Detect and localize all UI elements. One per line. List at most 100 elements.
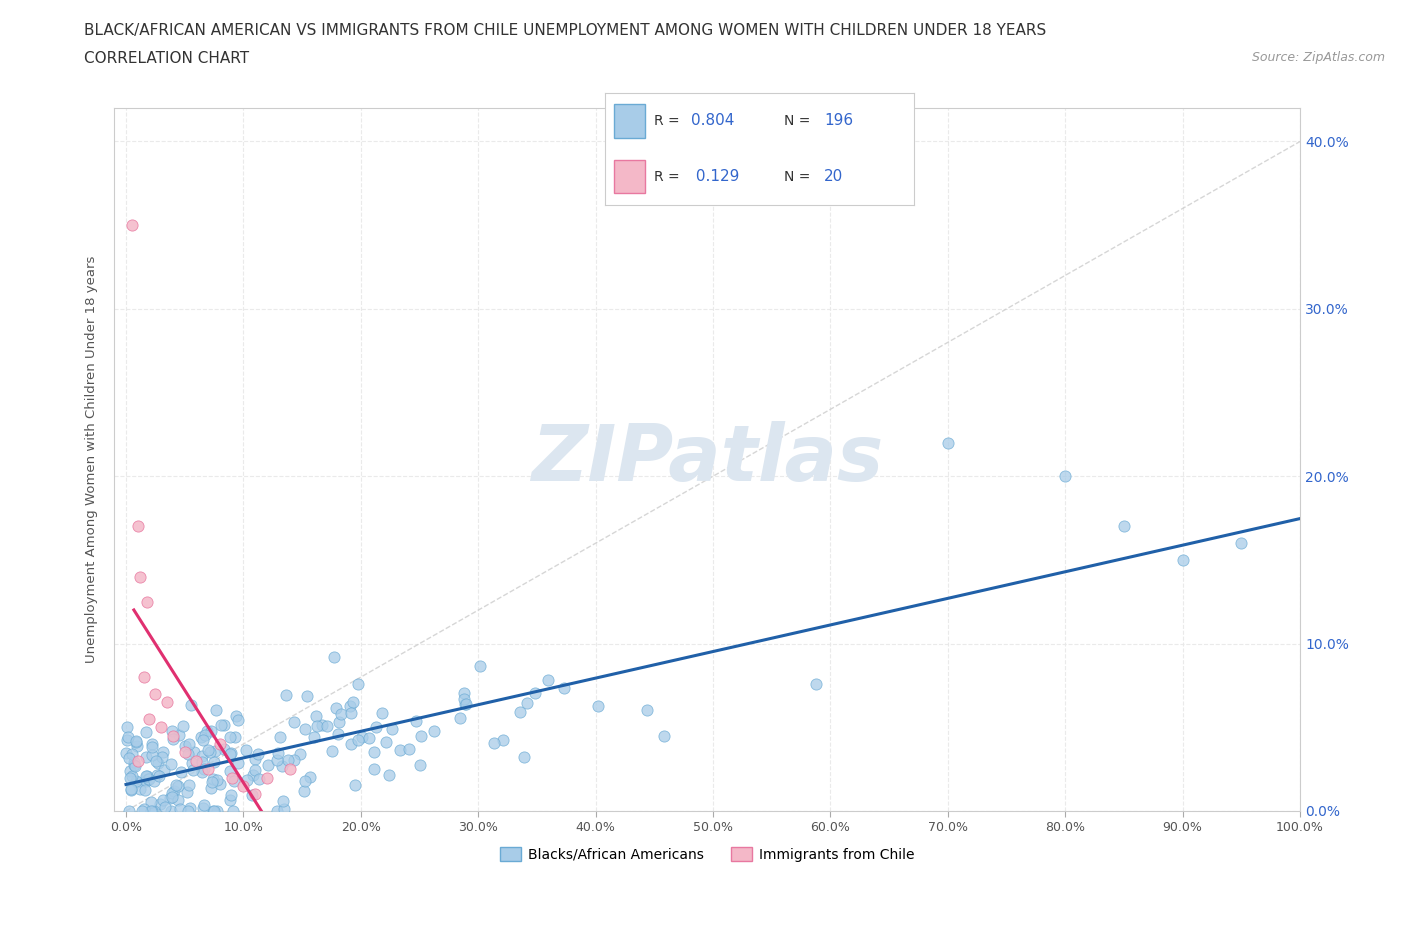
Blacks/African Americans: [294, 722, 316, 737]
Blacks/African Americans: [311, 718, 333, 733]
Blacks/African Americans: [201, 775, 224, 790]
Blacks/African Americans: [198, 744, 221, 759]
Blacks/African Americans: [170, 764, 193, 779]
Blacks/African Americans: [135, 769, 157, 784]
Blacks/African Americans: [202, 804, 225, 818]
Blacks/African Americans: [344, 777, 367, 792]
Blacks/African Americans: [339, 698, 361, 713]
Blacks/African Americans: [283, 714, 305, 729]
Blacks/African Americans: [405, 713, 427, 728]
Blacks/African Americans: [160, 804, 183, 818]
Immigrants from Chile: [145, 686, 167, 701]
Blacks/African Americans: [201, 804, 224, 818]
Blacks/African Americans: [366, 720, 388, 735]
Blacks/African Americans: [246, 747, 269, 762]
Blacks/African Americans: [190, 749, 212, 764]
Blacks/African Americans: [339, 706, 361, 721]
Blacks/African Americans: [352, 729, 374, 744]
Blacks/African Americans: [152, 763, 174, 777]
Blacks/African Americans: [305, 709, 328, 724]
Blacks/African Americans: [167, 793, 190, 808]
Blacks/African Americans: [586, 698, 609, 713]
Immigrants from Chile: [127, 519, 149, 534]
Text: CORRELATION CHART: CORRELATION CHART: [84, 51, 249, 66]
Blacks/African Americans: [134, 782, 156, 797]
Blacks/African Americans: [121, 747, 143, 762]
Blacks/African Americans: [193, 801, 215, 816]
Blacks/African Americans: [276, 688, 298, 703]
Blacks/African Americans: [328, 714, 350, 729]
Blacks/African Americans: [143, 774, 166, 789]
Blacks/African Americans: [409, 728, 432, 743]
Blacks/African Americans: [141, 739, 163, 754]
Blacks/African Americans: [122, 754, 145, 769]
Blacks/African Americans: [325, 700, 347, 715]
Blacks/African Americans: [245, 751, 267, 766]
Blacks/African Americans: [181, 762, 204, 777]
Blacks/African Americans: [273, 802, 295, 817]
Blacks/African Americans: [516, 695, 538, 710]
Blacks/African Americans: [266, 804, 288, 818]
Blacks/African Americans: [218, 746, 240, 761]
Blacks/African Americans: [298, 770, 321, 785]
Text: 0.804: 0.804: [692, 113, 734, 128]
Blacks/African Americans: [141, 804, 163, 818]
Blacks/African Americans: [388, 742, 411, 757]
Blacks/African Americans: [242, 767, 264, 782]
Blacks/African Americans: [374, 734, 396, 749]
Blacks/African Americans: [381, 721, 404, 736]
Immigrants from Chile: [197, 762, 219, 777]
Blacks/African Americans: [195, 724, 218, 738]
Blacks/African Americans: [159, 756, 181, 771]
Blacks/African Americans: [453, 685, 475, 700]
Blacks/African Americans: [936, 435, 959, 450]
Blacks/African Americans: [302, 729, 325, 744]
Blacks/African Americans: [271, 793, 294, 808]
Blacks/African Americans: [219, 729, 242, 744]
Blacks/African Americans: [235, 772, 257, 787]
Blacks/African Americans: [339, 737, 361, 751]
Blacks/African Americans: [150, 750, 173, 764]
Text: BLACK/AFRICAN AMERICAN VS IMMIGRANTS FROM CHILE UNEMPLOYMENT AMONG WOMEN WITH CH: BLACK/AFRICAN AMERICAN VS IMMIGRANTS FRO…: [84, 23, 1046, 38]
Text: R =: R =: [654, 169, 679, 184]
Blacks/African Americans: [122, 757, 145, 772]
Blacks/African Americans: [128, 781, 150, 796]
Blacks/African Americans: [162, 732, 184, 747]
Blacks/African Americans: [209, 718, 232, 733]
Blacks/African Americans: [453, 692, 475, 707]
Blacks/African Americans: [120, 771, 142, 786]
Blacks/African Americans: [553, 681, 575, 696]
Blacks/African Americans: [1230, 536, 1253, 551]
Bar: [614, 104, 645, 138]
Blacks/African Americans: [159, 790, 181, 805]
Blacks/African Americans: [152, 745, 174, 760]
Blacks/African Americans: [449, 711, 471, 725]
Blacks/African Americans: [409, 757, 432, 772]
Blacks/African Americans: [212, 741, 235, 756]
Blacks/African Americans: [205, 773, 228, 788]
Blacks/African Americans: [131, 804, 153, 818]
Blacks/African Americans: [194, 728, 217, 743]
Blacks/African Americans: [323, 650, 346, 665]
Blacks/African Americans: [177, 737, 200, 751]
Blacks/African Americans: [453, 697, 475, 711]
Blacks/African Americans: [160, 790, 183, 804]
Blacks/African Americans: [398, 742, 420, 757]
Blacks/African Americans: [190, 755, 212, 770]
Blacks/African Americans: [806, 677, 828, 692]
Blacks/African Americans: [193, 798, 215, 813]
Blacks/African Americans: [219, 764, 242, 778]
Blacks/African Americans: [135, 724, 157, 739]
Immigrants from Chile: [280, 762, 302, 777]
Text: 20: 20: [824, 169, 844, 184]
Blacks/African Americans: [205, 703, 228, 718]
Blacks/African Americans: [243, 763, 266, 777]
Blacks/African Americans: [148, 769, 170, 784]
Blacks/African Americans: [117, 729, 139, 744]
Blacks/African Americans: [363, 762, 385, 777]
Blacks/African Americans: [115, 733, 138, 748]
Blacks/African Americans: [329, 707, 352, 722]
Blacks/African Americans: [277, 752, 299, 767]
Blacks/African Americans: [124, 735, 146, 750]
Blacks/African Americans: [456, 697, 478, 711]
